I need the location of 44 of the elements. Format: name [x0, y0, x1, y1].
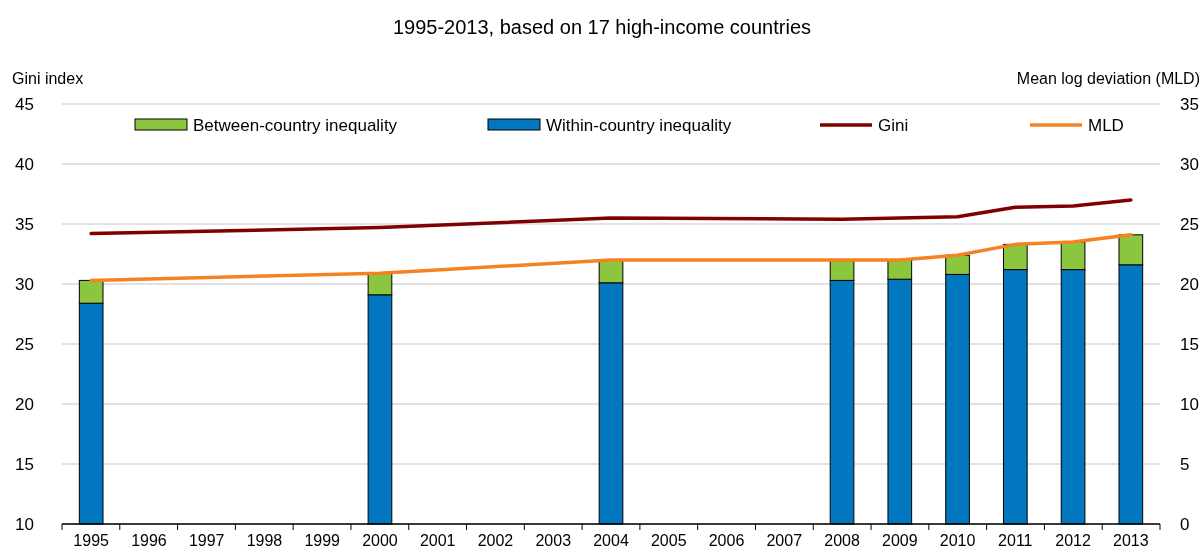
- x-tick-label: 2007: [766, 532, 803, 549]
- legend-label: Within-country inequality: [546, 116, 732, 135]
- x-tick-label: 2009: [882, 532, 918, 549]
- x-tick-label: 2010: [939, 532, 976, 549]
- legend-label: Between-country inequality: [193, 116, 398, 135]
- y2-tick-label: 25: [1180, 214, 1199, 234]
- y2-tick-label: 0: [1180, 514, 1190, 534]
- y2-tick-label: 35: [1180, 94, 1199, 114]
- x-tick-label: 2001: [419, 532, 456, 549]
- y-tick-label: 10: [15, 514, 34, 534]
- x-tick-label: 1996: [131, 532, 167, 549]
- y-tick-label: 25: [15, 334, 34, 354]
- y2-tick-label: 5: [1180, 454, 1190, 474]
- line-series: [89, 198, 1133, 236]
- y-tick-label: 35: [15, 214, 34, 234]
- y2-tick-label: 20: [1180, 274, 1199, 294]
- legend-label: MLD: [1088, 116, 1124, 135]
- chart-title: 1995-2013, based on 17 high-income countries: [392, 16, 812, 38]
- y-tick-label: 40: [15, 154, 34, 174]
- x-tick-label: 2000: [362, 532, 398, 549]
- x-tick-label: 2013: [1113, 532, 1149, 549]
- y2-tick-label: 30: [1180, 154, 1199, 174]
- x-tick-label: 2006: [708, 532, 745, 549]
- legend-label: Gini: [878, 116, 909, 135]
- x-tick-label: 2004: [593, 532, 629, 549]
- x-tick-label: 1998: [246, 532, 283, 549]
- y-tick-label: 20: [15, 394, 34, 414]
- y2-tick-label: 15: [1180, 334, 1199, 354]
- x-tick-label: 1999: [304, 532, 341, 549]
- x-tick-label: 2005: [650, 532, 687, 549]
- y-tick-label: 15: [15, 454, 34, 474]
- x-tick-label: 2002: [477, 532, 514, 549]
- y2-tick-label: 10: [1180, 394, 1199, 414]
- x-tick-label: 2011: [998, 532, 1033, 549]
- x-tick-label: 2012: [1055, 532, 1091, 549]
- y2-axis-title: Mean log deviation (MLD): [1016, 70, 1200, 87]
- y-tick-label: 45: [15, 94, 34, 114]
- x-tick-label: 1997: [188, 532, 225, 549]
- x-tick-label: 1995: [73, 532, 110, 549]
- y-axis-title: Gini index: [12, 70, 84, 87]
- x-tick-label: 2008: [824, 532, 860, 549]
- x-tick-label: 2003: [535, 532, 572, 549]
- line-series: [89, 233, 1133, 283]
- y-tick-label: 30: [15, 274, 34, 294]
